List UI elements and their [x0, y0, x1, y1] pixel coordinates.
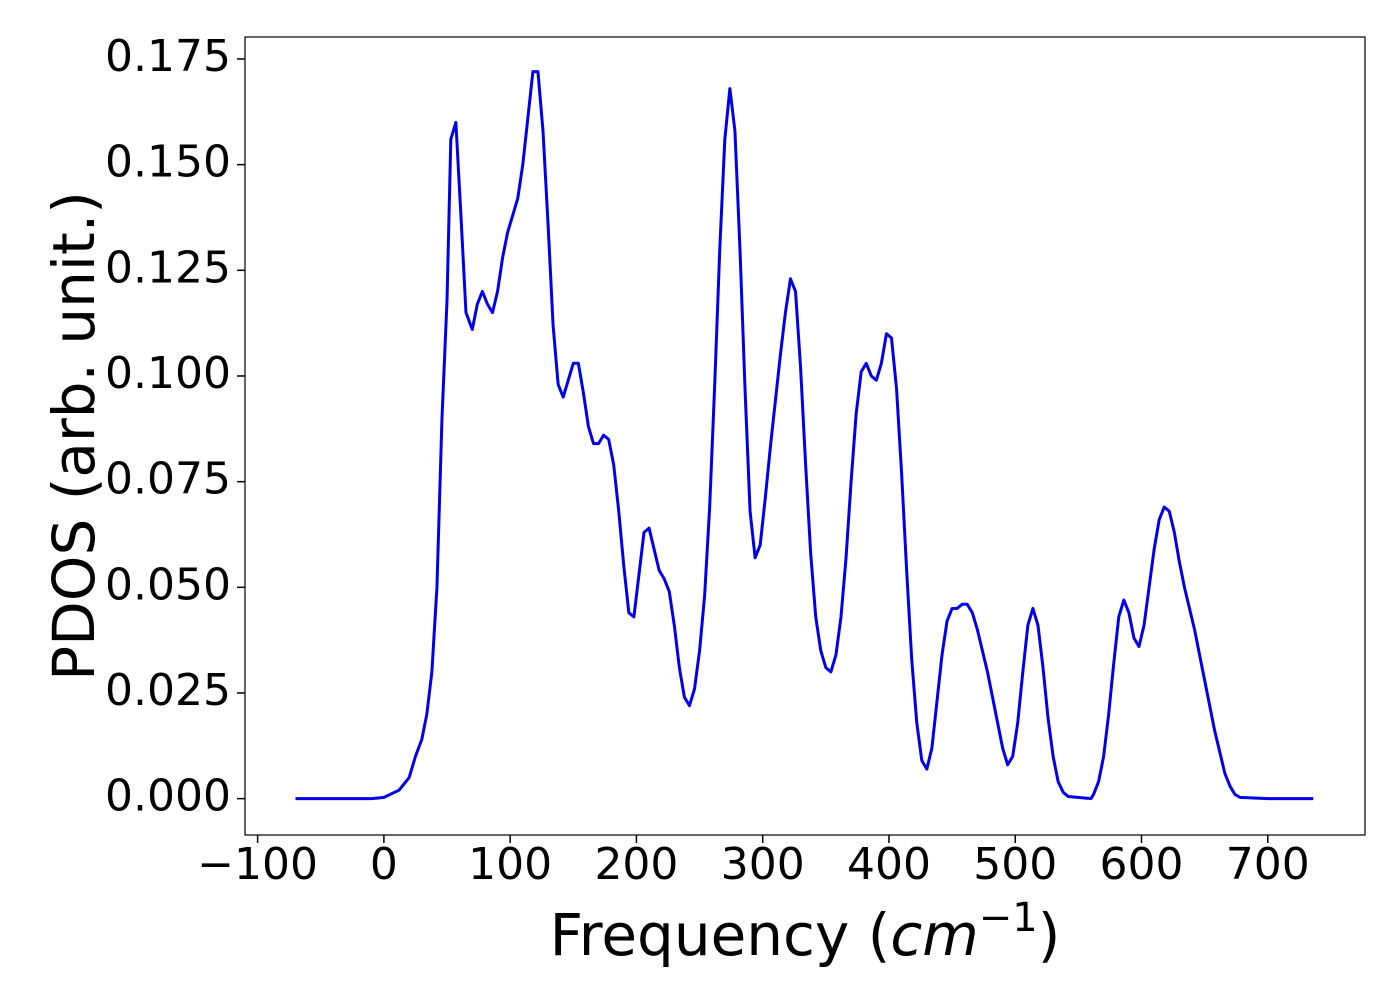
x-tick-label: 600 [1100, 839, 1184, 890]
x-label-close: ) [1038, 901, 1061, 969]
x-tick-label: 100 [468, 839, 552, 890]
y-tick-label: 0.150 [105, 137, 231, 188]
data-line [295, 70, 1314, 801]
x-tick-label: 400 [847, 839, 931, 890]
plot-frame [244, 36, 1366, 836]
y-tick-label: 0.175 [105, 31, 231, 82]
x-label-unit: cm [890, 901, 978, 969]
x-tick-label: 300 [721, 839, 805, 890]
x-label-exponent: −1 [979, 895, 1038, 941]
y-tick-label: 0.025 [105, 665, 231, 716]
y-tick-label: 0.125 [105, 242, 231, 293]
x-axis-label: Frequency (cm−1) [550, 895, 1061, 969]
x-tick-label: −100 [197, 839, 318, 890]
y-axis-label: PDOS (arb. unit.) [40, 191, 108, 681]
y-tick-label: 0.000 [105, 771, 231, 822]
y-tick-label: 0.050 [105, 559, 231, 610]
x-tick-label: 700 [1226, 839, 1310, 890]
y-tick-label: 0.100 [105, 348, 231, 399]
y-tick-label: 0.075 [105, 454, 231, 505]
x-tick-label: 200 [594, 839, 678, 890]
x-tick-label: 500 [973, 839, 1057, 890]
x-tick-label: 0 [370, 839, 398, 890]
x-label-text: Frequency ( [550, 901, 891, 969]
